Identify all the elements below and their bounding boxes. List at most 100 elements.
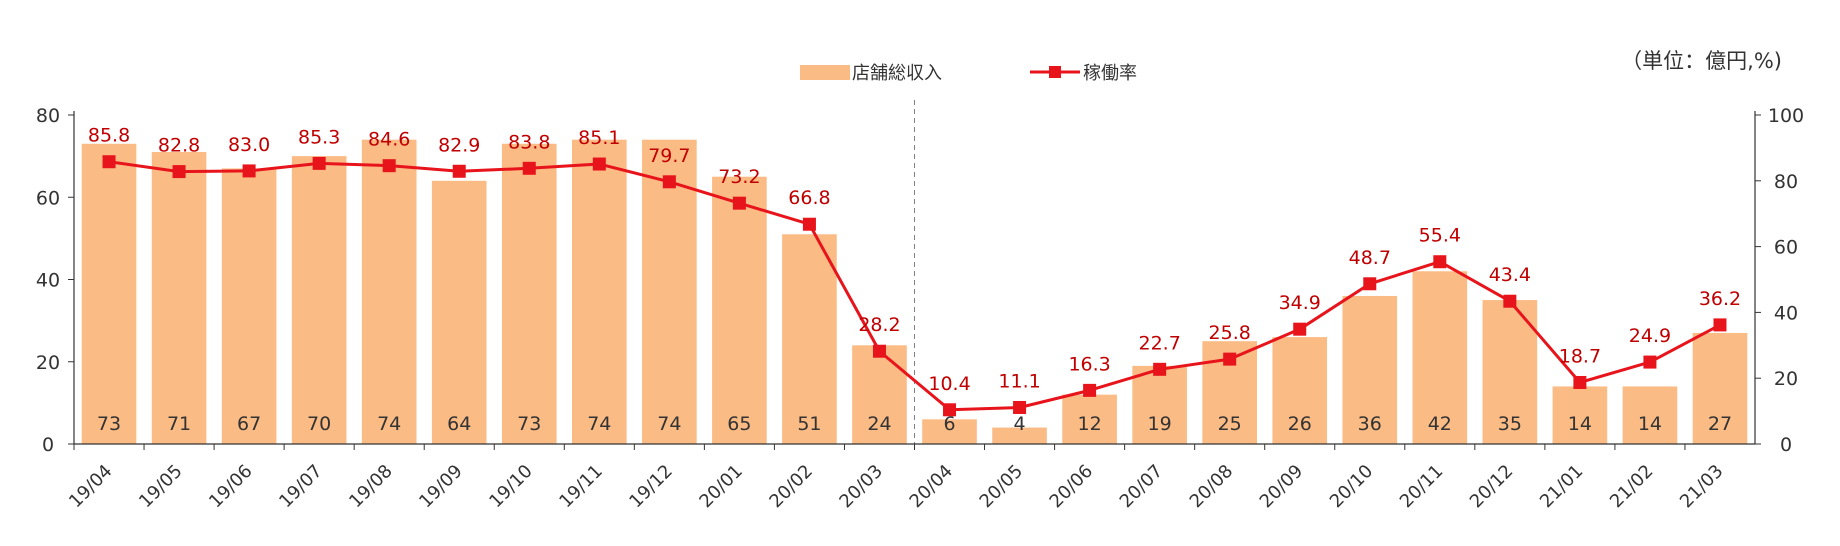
bar-value-label: 67 [237,413,261,435]
bar [1622,386,1678,444]
legend-bar-swatch [800,65,850,80]
line-value-label: 83.0 [228,134,270,156]
line-value-label: 34.9 [1279,292,1321,314]
y-left-tick-label: 20 [36,352,60,374]
bar [1132,365,1187,444]
bar-value-label: 24 [867,413,891,435]
x-tick-label: 19/07 [275,461,327,513]
bar-value-label: 65 [727,413,751,435]
line-value-label: 83.8 [508,131,550,153]
line-value-label: 48.7 [1349,247,1391,269]
line-value-label: 11.1 [998,370,1040,392]
y-left-tick-label: 0 [42,434,54,456]
line-point [1503,294,1517,308]
y-right-tick-label: 40 [1774,302,1798,324]
line-point [382,159,396,173]
bar [992,427,1047,444]
x-tick-label: 20/08 [1186,461,1238,513]
line-point [1083,383,1097,397]
bar [1272,337,1328,444]
bar-value-label: 25 [1218,413,1242,435]
legend: 店舗総収入 稼働率 [800,63,1137,84]
line-point [872,344,886,358]
x-tick-label: 20/06 [1046,461,1098,513]
legend-bar-label: 店舗総収入 [852,63,942,84]
bar-value-label: 35 [1498,413,1522,435]
line-point [102,155,116,169]
line-value-label: 36.2 [1699,288,1741,310]
y-right-tick-label: 0 [1780,434,1792,456]
x-tick-label: 20/10 [1326,461,1378,513]
x-tick-label: 20/05 [976,461,1028,513]
line-value-label: 24.9 [1629,325,1671,347]
line-value-label: 84.6 [368,129,410,151]
bar [431,180,487,445]
y-left-tick-label: 40 [36,270,60,292]
line-value-label: 43.4 [1489,264,1531,286]
bar [852,345,907,444]
line-value-label: 16.3 [1068,353,1110,375]
utilization-rate-line [108,160,1721,412]
bar [922,419,977,444]
bar [642,139,697,445]
x-tick-label: 21/01 [1536,461,1588,513]
y-right-tick-label: 100 [1768,105,1804,127]
line-point [452,164,466,178]
x-tick-label: 19/05 [135,461,187,513]
x-tick-label: 19/12 [625,461,677,513]
line-value-label: 79.7 [648,145,690,167]
bar [221,168,277,444]
x-tick-label: 20/01 [695,461,747,513]
line-value-label: 18.7 [1559,345,1601,367]
bar-value-label: 27 [1708,413,1732,435]
bar-value-label: 74 [377,413,401,435]
bar-value-label: 26 [1288,413,1312,435]
x-tick-label: 20/12 [1466,461,1518,513]
x-tick-label: 20/07 [1116,461,1168,513]
line-point [242,164,256,178]
bar [1342,295,1398,444]
bar [1062,394,1117,444]
line-value-label: 82.8 [158,135,200,157]
line-point [1573,375,1587,389]
bar [501,143,557,444]
bar-value-label: 36 [1358,413,1382,435]
line-value-label: 25.8 [1209,322,1251,344]
line-point [1433,255,1447,269]
x-tick-label: 20/03 [835,461,887,513]
bar [571,139,627,445]
line-value-label: 82.9 [438,134,480,156]
line-point [592,157,606,171]
line-value-label: 73.2 [718,166,760,188]
bar-value-label: 4 [1014,413,1026,435]
bar-value-label: 71 [167,413,191,435]
line-value-label: 85.8 [88,125,130,147]
line-point [802,217,816,231]
y-left-tick-label: 80 [36,105,60,127]
x-tick-label: 19/10 [485,461,537,513]
x-tick-label: 19/11 [555,461,607,513]
x-tick-label: 20/11 [1396,461,1448,513]
line-value-label: 10.4 [928,373,970,395]
bar-value-label: 73 [517,413,541,435]
bar-value-label: 12 [1078,413,1102,435]
x-tick-label: 20/02 [765,461,817,513]
line-point [1153,362,1167,376]
legend-line-label: 稼働率 [1083,63,1137,84]
bar-value-label: 64 [447,413,471,435]
y-right-tick-label: 20 [1774,368,1798,390]
bar [782,234,837,444]
x-tick-label: 20/09 [1256,461,1308,513]
bar [712,176,767,444]
x-tick-label: 19/04 [65,461,117,513]
bar [361,139,417,445]
y-left-tick-label: 60 [36,187,60,209]
line-value-label: 85.3 [298,126,340,148]
x-tick-label: 19/09 [415,461,467,513]
bar-value-label: 51 [797,413,821,435]
line-point [1293,322,1307,336]
bar [1692,332,1748,444]
bar-value-label: 6 [943,413,955,435]
x-tick-label: 20/04 [906,461,958,513]
